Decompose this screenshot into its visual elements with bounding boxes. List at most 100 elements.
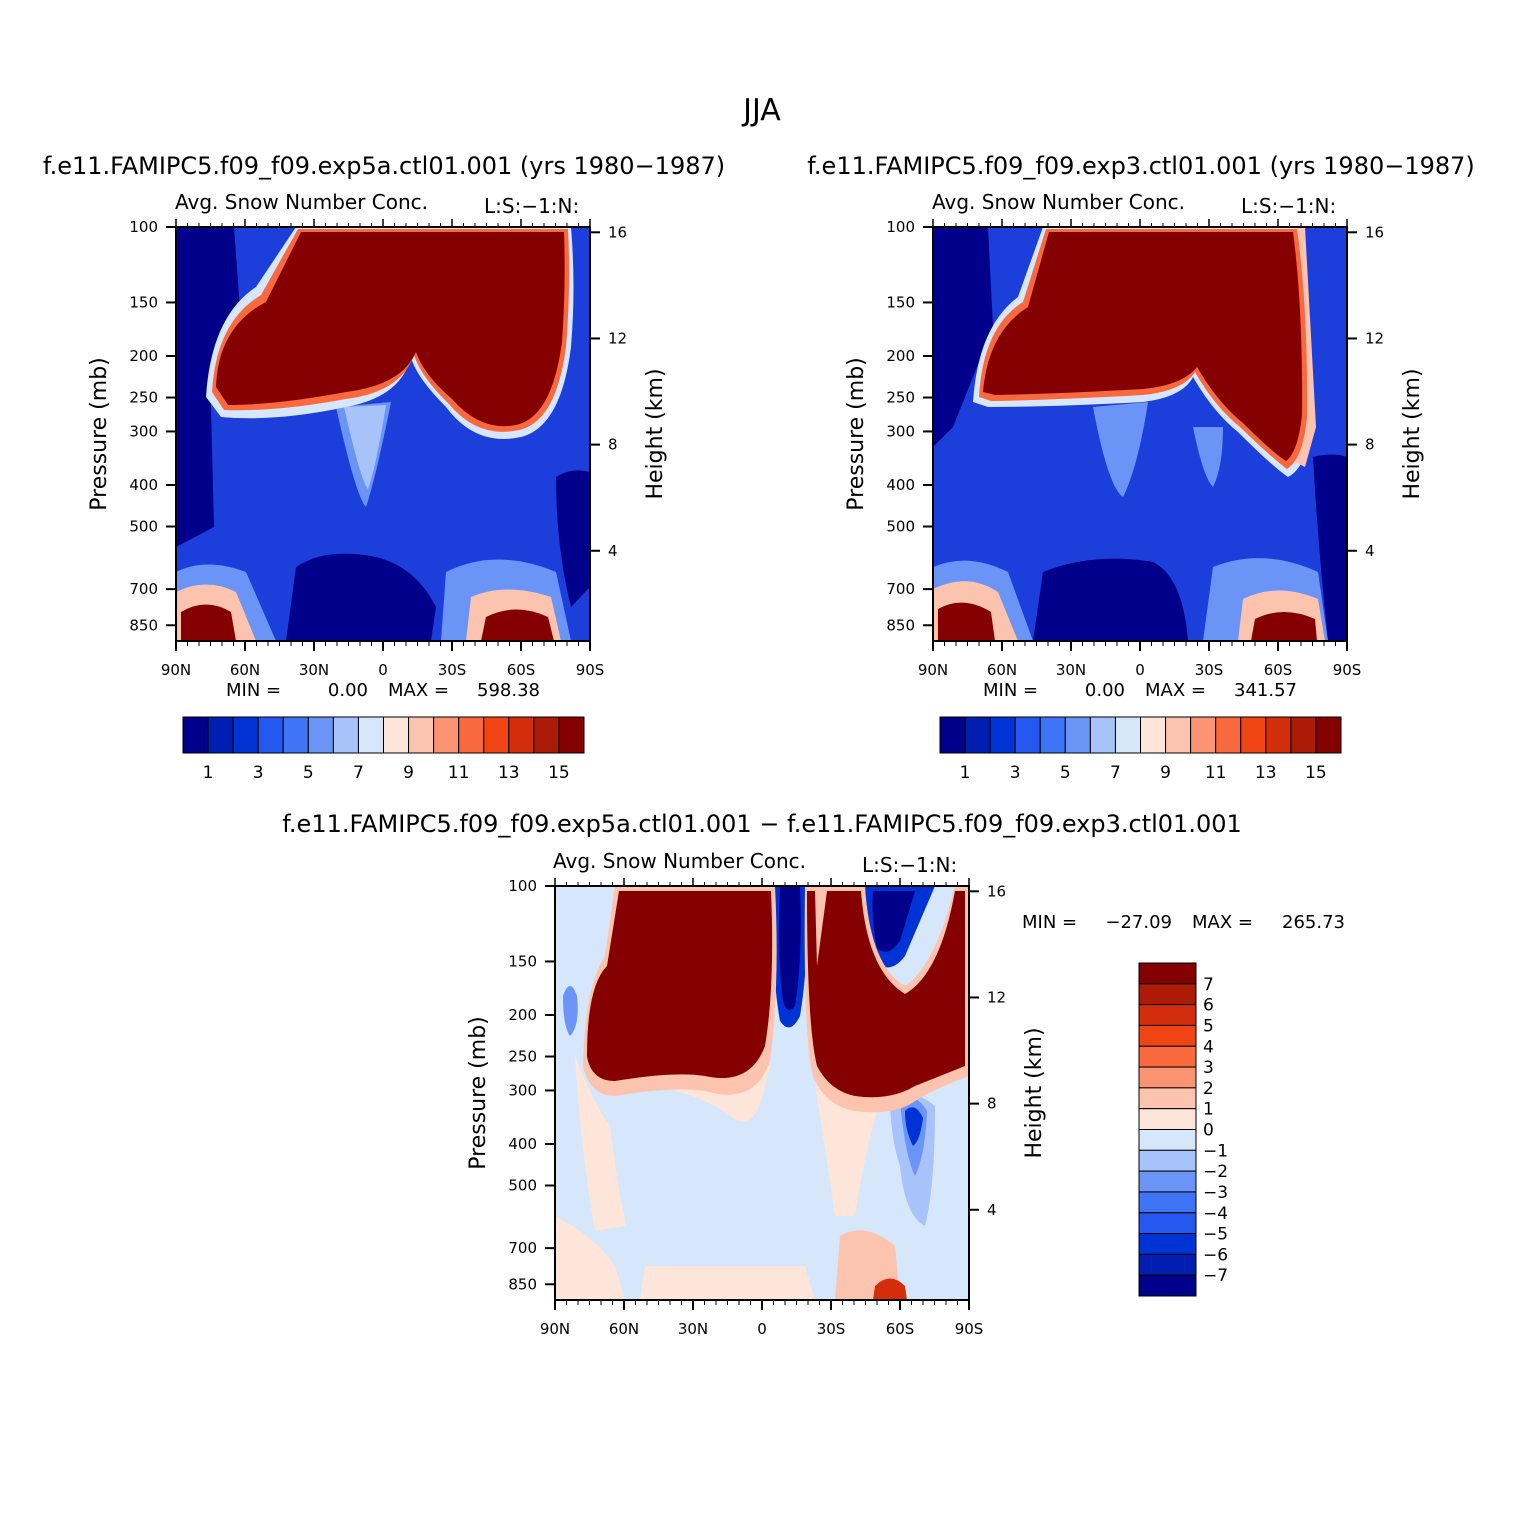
min-label: MIN = (1022, 912, 1077, 933)
x-tick-label: 90N (161, 661, 191, 679)
y-tick-label: 700 (886, 580, 915, 598)
contour-region (779, 886, 801, 1010)
colorbar-swatch (1138, 1170, 1197, 1193)
contour-region (216, 232, 565, 427)
colorbar-swatch (207, 716, 234, 754)
y-tick-label: 300 (508, 1081, 537, 1099)
contour-region (575, 1056, 625, 1231)
colorbar-label: 7 (1203, 975, 1214, 995)
x-tick-label: 30N (299, 661, 329, 679)
contour-region (905, 1107, 923, 1146)
colorbar-swatch (1140, 716, 1167, 754)
x-axis: 90N 60N 30N 0 30S 60S 90S (161, 219, 604, 679)
y-tick-label: 700 (508, 1239, 537, 1257)
y2-axis: 16 12 8 4 (590, 223, 627, 560)
y2-axis: 16 12 8 4 (1347, 223, 1384, 560)
season-title: JJA (741, 93, 781, 128)
colorbar-swatch (1064, 716, 1091, 754)
colorbar-label: 9 (1160, 763, 1171, 783)
x-tick-label: 60S (886, 1320, 915, 1338)
x-tick-label: 60N (987, 661, 1017, 679)
y-tick-label: 850 (508, 1275, 537, 1293)
y-tick-label: 150 (129, 293, 158, 311)
y2-axis-label: Height (km) (1400, 368, 1425, 499)
y-tick-label: 250 (508, 1048, 537, 1066)
contour-region (815, 1086, 885, 1216)
y2-tick-label: 16 (1365, 223, 1384, 241)
colorbar-swatch (1138, 1191, 1197, 1214)
y2-tick-label: 4 (1365, 542, 1375, 560)
colorbar-swatch (1039, 716, 1066, 754)
y-tick-label: 850 (129, 616, 158, 634)
contour-plot (175, 226, 591, 642)
y-axis: 100 150 200 250 300 400 500 700 850 (129, 218, 176, 634)
units-label: L:S:−1:N: (1241, 194, 1336, 218)
colorbar-label: 1 (960, 763, 971, 783)
colorbar-label: 7 (1110, 763, 1121, 783)
min-value: −27.09 (1105, 912, 1172, 933)
panel-difference: f.e11.FAMIPC5.f09_f09.exp5a.ctl01.001 − … (282, 810, 1345, 1338)
x-axis: 90N 60N 30N 0 30S 60S 90S (540, 878, 983, 1338)
colorbar-swatch (1138, 1045, 1197, 1068)
contour-region (481, 609, 554, 641)
x-tick-label: 30N (1056, 661, 1086, 679)
colorbar-label: 13 (498, 763, 520, 783)
contour-region (1033, 558, 1188, 641)
contour-region (587, 891, 773, 1081)
colorbar-swatch (1240, 716, 1267, 754)
contour-region (640, 1266, 815, 1300)
y2-tick-label: 12 (987, 988, 1006, 1006)
colorbar-label: 11 (1205, 763, 1227, 783)
colorbar-label: −5 (1203, 1225, 1228, 1245)
x-tick-label: 90S (576, 661, 605, 679)
y-tick-label: 850 (886, 616, 915, 634)
y2-tick-label: 16 (608, 223, 627, 241)
y-tick-label: 400 (886, 476, 915, 494)
run-title: f.e11.FAMIPC5.f09_f09.exp5a.ctl01.001 (y… (43, 152, 725, 180)
contour-plot (932, 226, 1348, 642)
colorbar-swatch (483, 716, 510, 754)
y2-tick-label: 8 (608, 436, 618, 454)
contour-region (1193, 427, 1223, 487)
colorbar-label: 3 (253, 763, 264, 783)
x-axis: 90N 60N 30N 0 30S 60S 90S (918, 219, 1361, 679)
contour-region (1313, 454, 1347, 641)
min-label: MIN = (226, 680, 281, 701)
y-tick-label: 250 (886, 389, 915, 407)
colorbar-label: 5 (303, 763, 314, 783)
colorbar-label: 15 (548, 763, 570, 783)
colorbar-swatch (433, 716, 460, 754)
min-label: MIN = (983, 680, 1038, 701)
contour-region (872, 891, 915, 952)
units-label: L:S:−1:N: (484, 194, 579, 218)
y2-tick-label: 12 (1365, 329, 1384, 347)
colorbar-label: 7 (353, 763, 364, 783)
y-tick-label: 150 (886, 293, 915, 311)
colorbar-swatch (357, 716, 384, 754)
colorbar-swatch (1138, 1233, 1197, 1255)
x-tick-label: 90N (918, 661, 948, 679)
contour-region (983, 232, 1303, 461)
x-tick-label: 30S (1195, 661, 1224, 679)
colorbar-swatch (408, 716, 435, 754)
colorbar-swatch (458, 716, 485, 754)
y2-tick-label: 12 (608, 329, 627, 347)
y-tick-label: 400 (508, 1135, 537, 1153)
contour-region (181, 604, 236, 641)
colorbar-label: 5 (1203, 1016, 1214, 1036)
x-tick-label: 90N (540, 1320, 570, 1338)
colorbar-swatch (1138, 1087, 1197, 1110)
y-tick-label: 500 (508, 1177, 537, 1195)
y-tick-label: 700 (129, 580, 158, 598)
units-label: L:S:−1:N: (862, 853, 957, 877)
colorbar-label: 2 (1203, 1079, 1214, 1099)
contour-region (807, 891, 965, 1098)
colorbar-swatch (533, 716, 560, 754)
x-tick-label: 0 (378, 661, 388, 679)
colorbar-label: −4 (1203, 1204, 1228, 1224)
colorbar-label: −1 (1203, 1141, 1228, 1161)
y2-tick-label: 8 (1365, 436, 1375, 454)
colorbar-swatch (1114, 716, 1141, 754)
